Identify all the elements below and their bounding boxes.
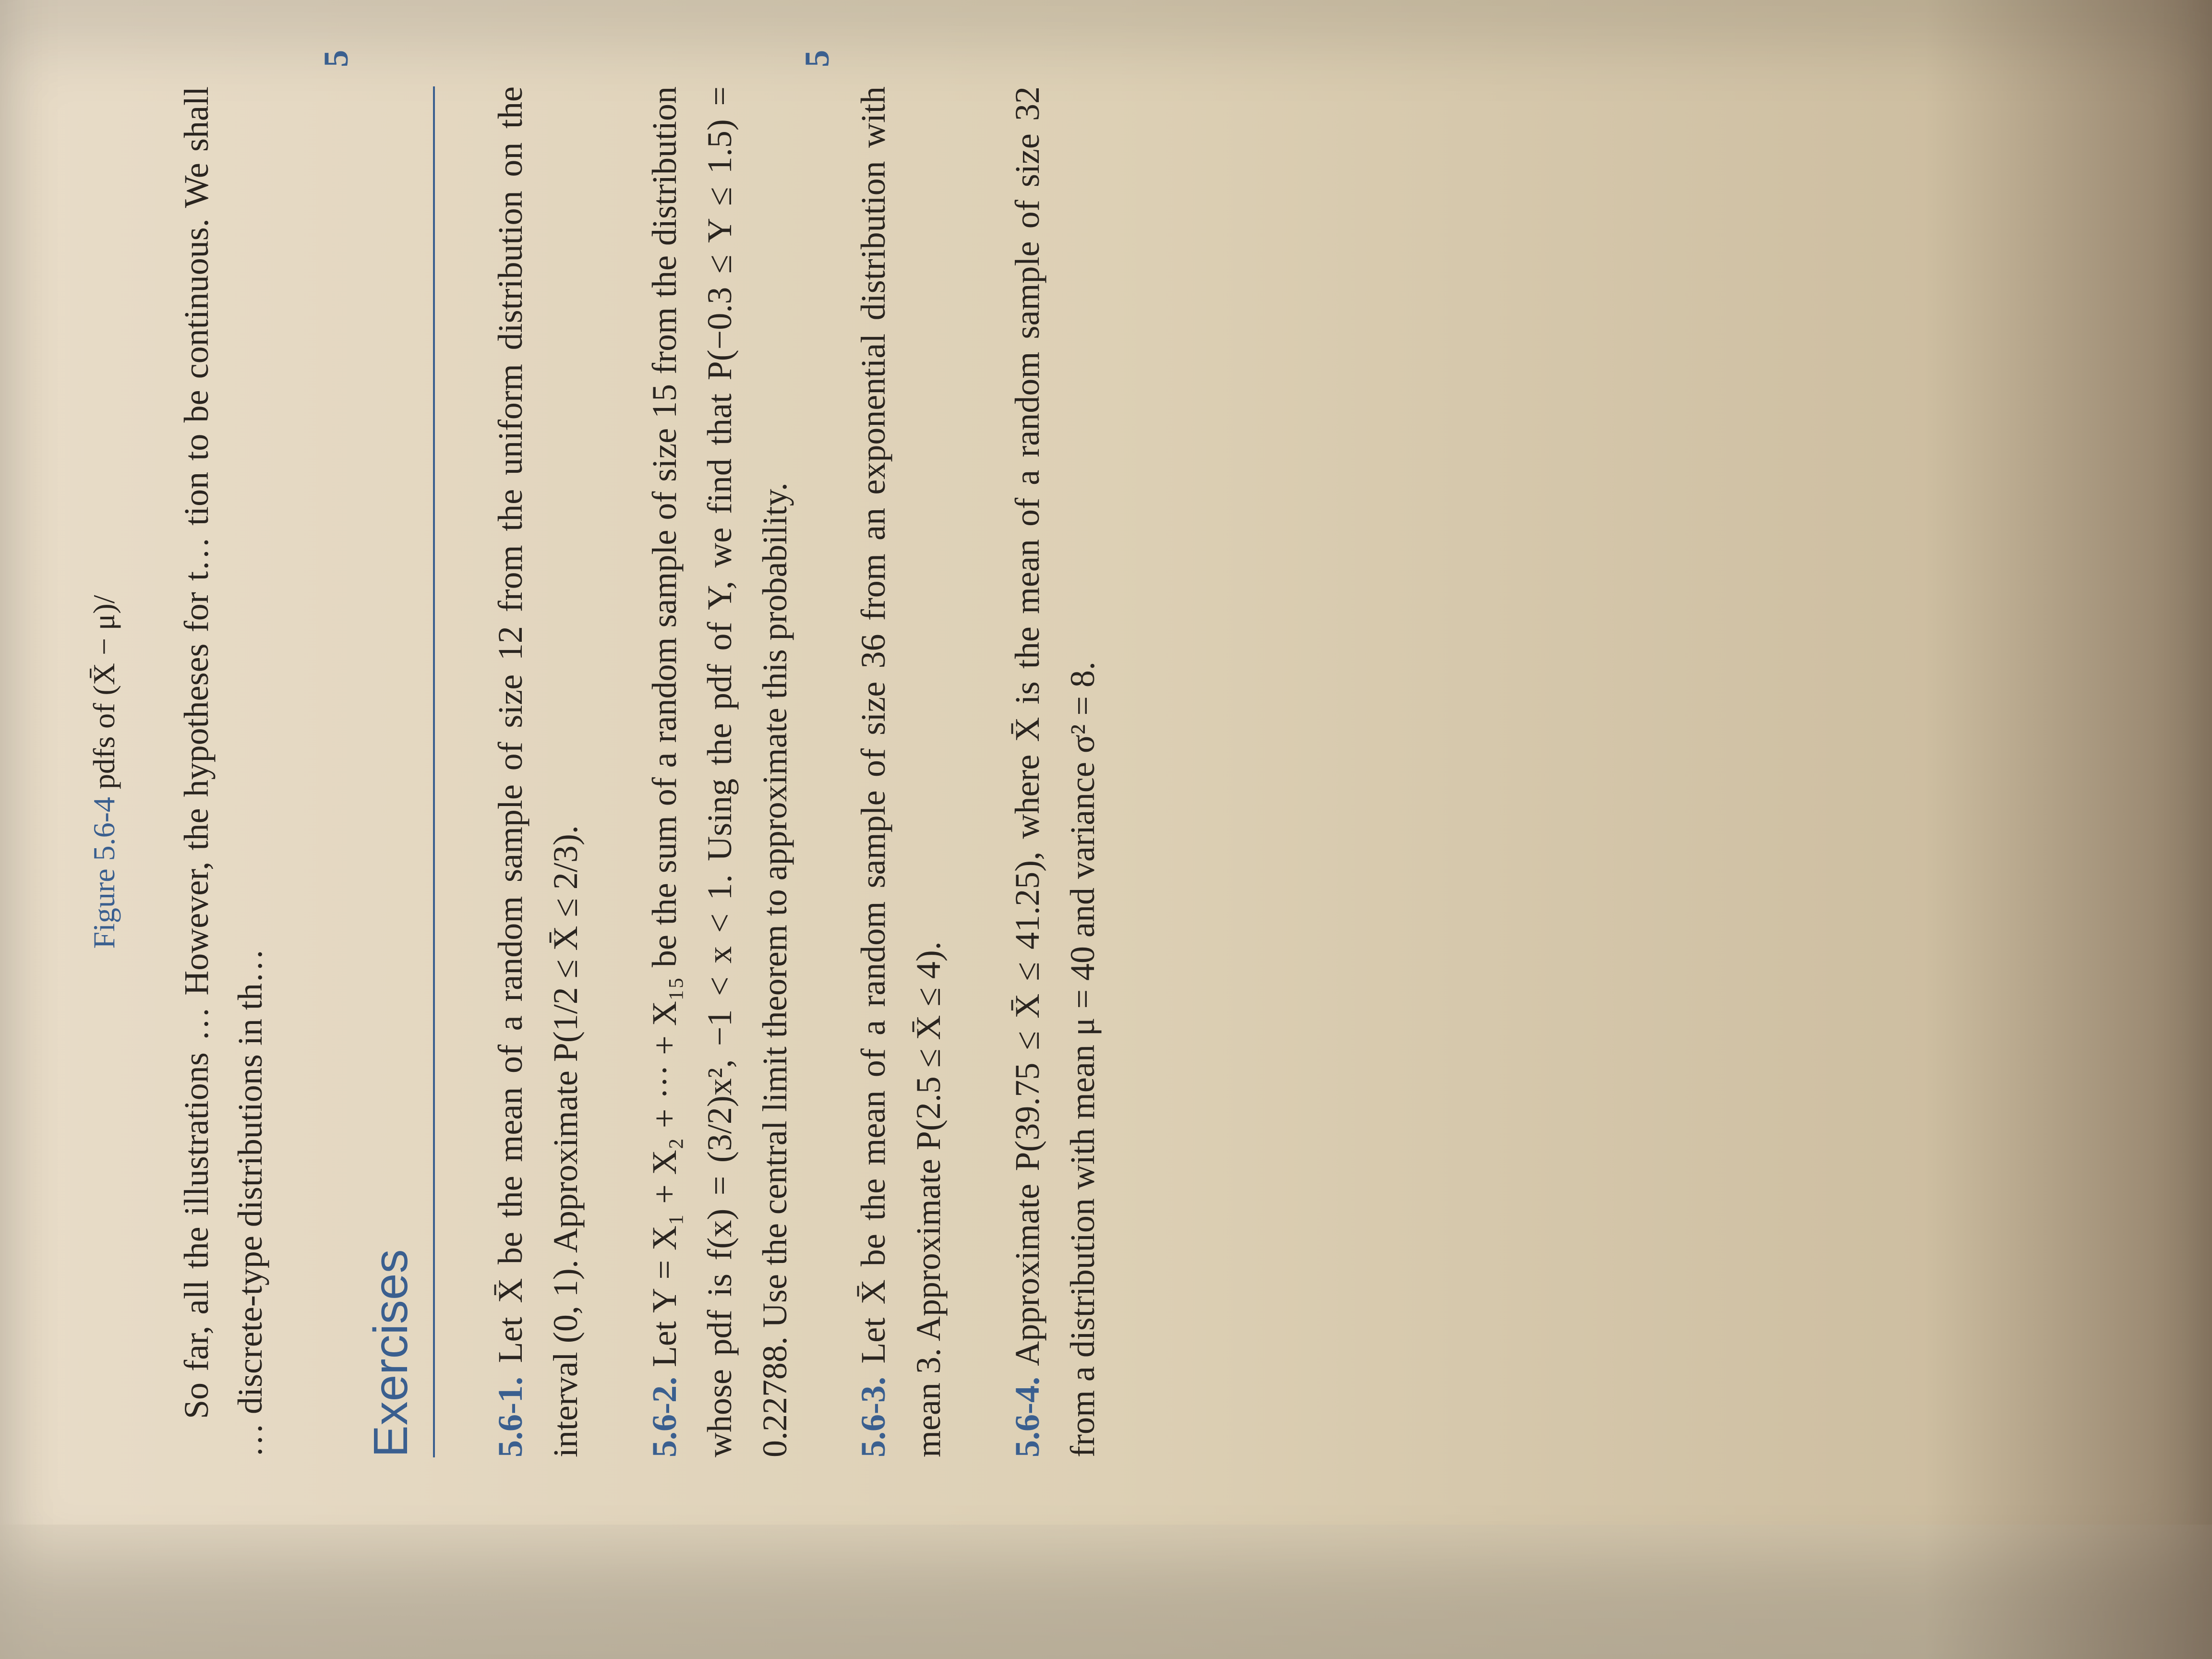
textbook-page: Figure 5.6-4 pdfs of (X̄ − μ)/ So far, a…: [0, 0, 2212, 1659]
intro-paragraph: So far, all the illustrations … However,…: [170, 86, 277, 1457]
right-col-marker: 5: [288, 0, 385, 67]
page-bottom-shadow: [1924, 0, 2212, 1659]
exercise-number: 5.6-4.: [1008, 1377, 1046, 1457]
exercise-item: 5.6-3. Let X̄ be the mean of a random sa…: [846, 86, 956, 1457]
exercise-text: Approximate P(39.75 ≤ X̄ ≤ 41.25), where…: [1008, 86, 1102, 1457]
right-col-marker: 5: [769, 0, 866, 67]
exercise-text: Let Y = X₁ + X₂ + ··· + X₁₅ be the sum o…: [645, 86, 794, 1457]
adjacent-column-fragment: 5 5: [0, 0, 2212, 67]
figure-caption: Figure 5.6-4 pdfs of (X̄ − μ)/: [86, 86, 122, 1457]
figure-caption-label: Figure 5.6-4: [87, 797, 121, 949]
exercise-number: 5.6-3.: [854, 1377, 892, 1457]
figure-caption-body: pdfs of (X̄ − μ)/: [87, 595, 121, 797]
exercise-number: 5.6-2.: [645, 1377, 684, 1457]
exercise-item: 5.6-4. Approximate P(39.75 ≤ X̄ ≤ 41.25)…: [1000, 86, 1110, 1457]
exercise-item: 5.6-2. Let Y = X₁ + X₂ + ··· + X₁₅ be th…: [637, 86, 803, 1457]
section-divider: [433, 86, 435, 1457]
exercise-item: 5.6-1. Let X̄ be the mean of a random sa…: [483, 86, 593, 1457]
exercises-heading: Exercises: [363, 86, 419, 1457]
exercise-number: 5.6-1.: [491, 1377, 529, 1457]
exercise-text: Let X̄ be the mean of a random sample of…: [854, 86, 948, 1457]
exercise-text: Let X̄ be the mean of a random sample of…: [491, 86, 585, 1457]
notebook-binding-edge: [0, 1525, 2212, 1659]
